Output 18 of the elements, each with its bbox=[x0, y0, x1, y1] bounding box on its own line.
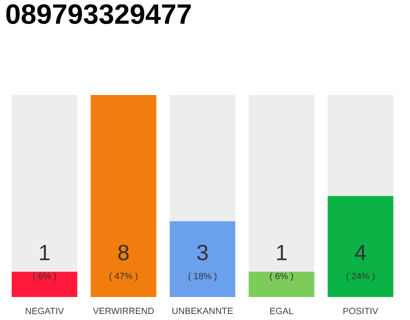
bar bbox=[248, 272, 314, 297]
data-label: 1 bbox=[40, 244, 50, 260]
bar bbox=[12, 272, 78, 297]
x-tick-label: UNBEKANNTE bbox=[172, 308, 233, 314]
x-tick-label: POSITIV bbox=[343, 308, 378, 314]
annotation: ( 6% ) bbox=[33, 272, 56, 281]
annotation: ( 6% ) bbox=[270, 272, 293, 281]
annotation: ( 24% ) bbox=[346, 272, 374, 281]
annotation: ( 47% ) bbox=[110, 272, 138, 281]
x-tick-label: VERWIRREND bbox=[92, 308, 154, 314]
data-label: 3 bbox=[197, 244, 208, 260]
data-label: 1 bbox=[277, 244, 287, 260]
data-label: 4 bbox=[354, 244, 366, 260]
x-tick-label: NEGATIV bbox=[26, 308, 64, 314]
x-tick-label: EGAL bbox=[270, 308, 294, 314]
chart-title: 089793329477 bbox=[6, 4, 191, 24]
annotation: ( 18% ) bbox=[188, 272, 216, 281]
data-label: 8 bbox=[118, 244, 129, 260]
